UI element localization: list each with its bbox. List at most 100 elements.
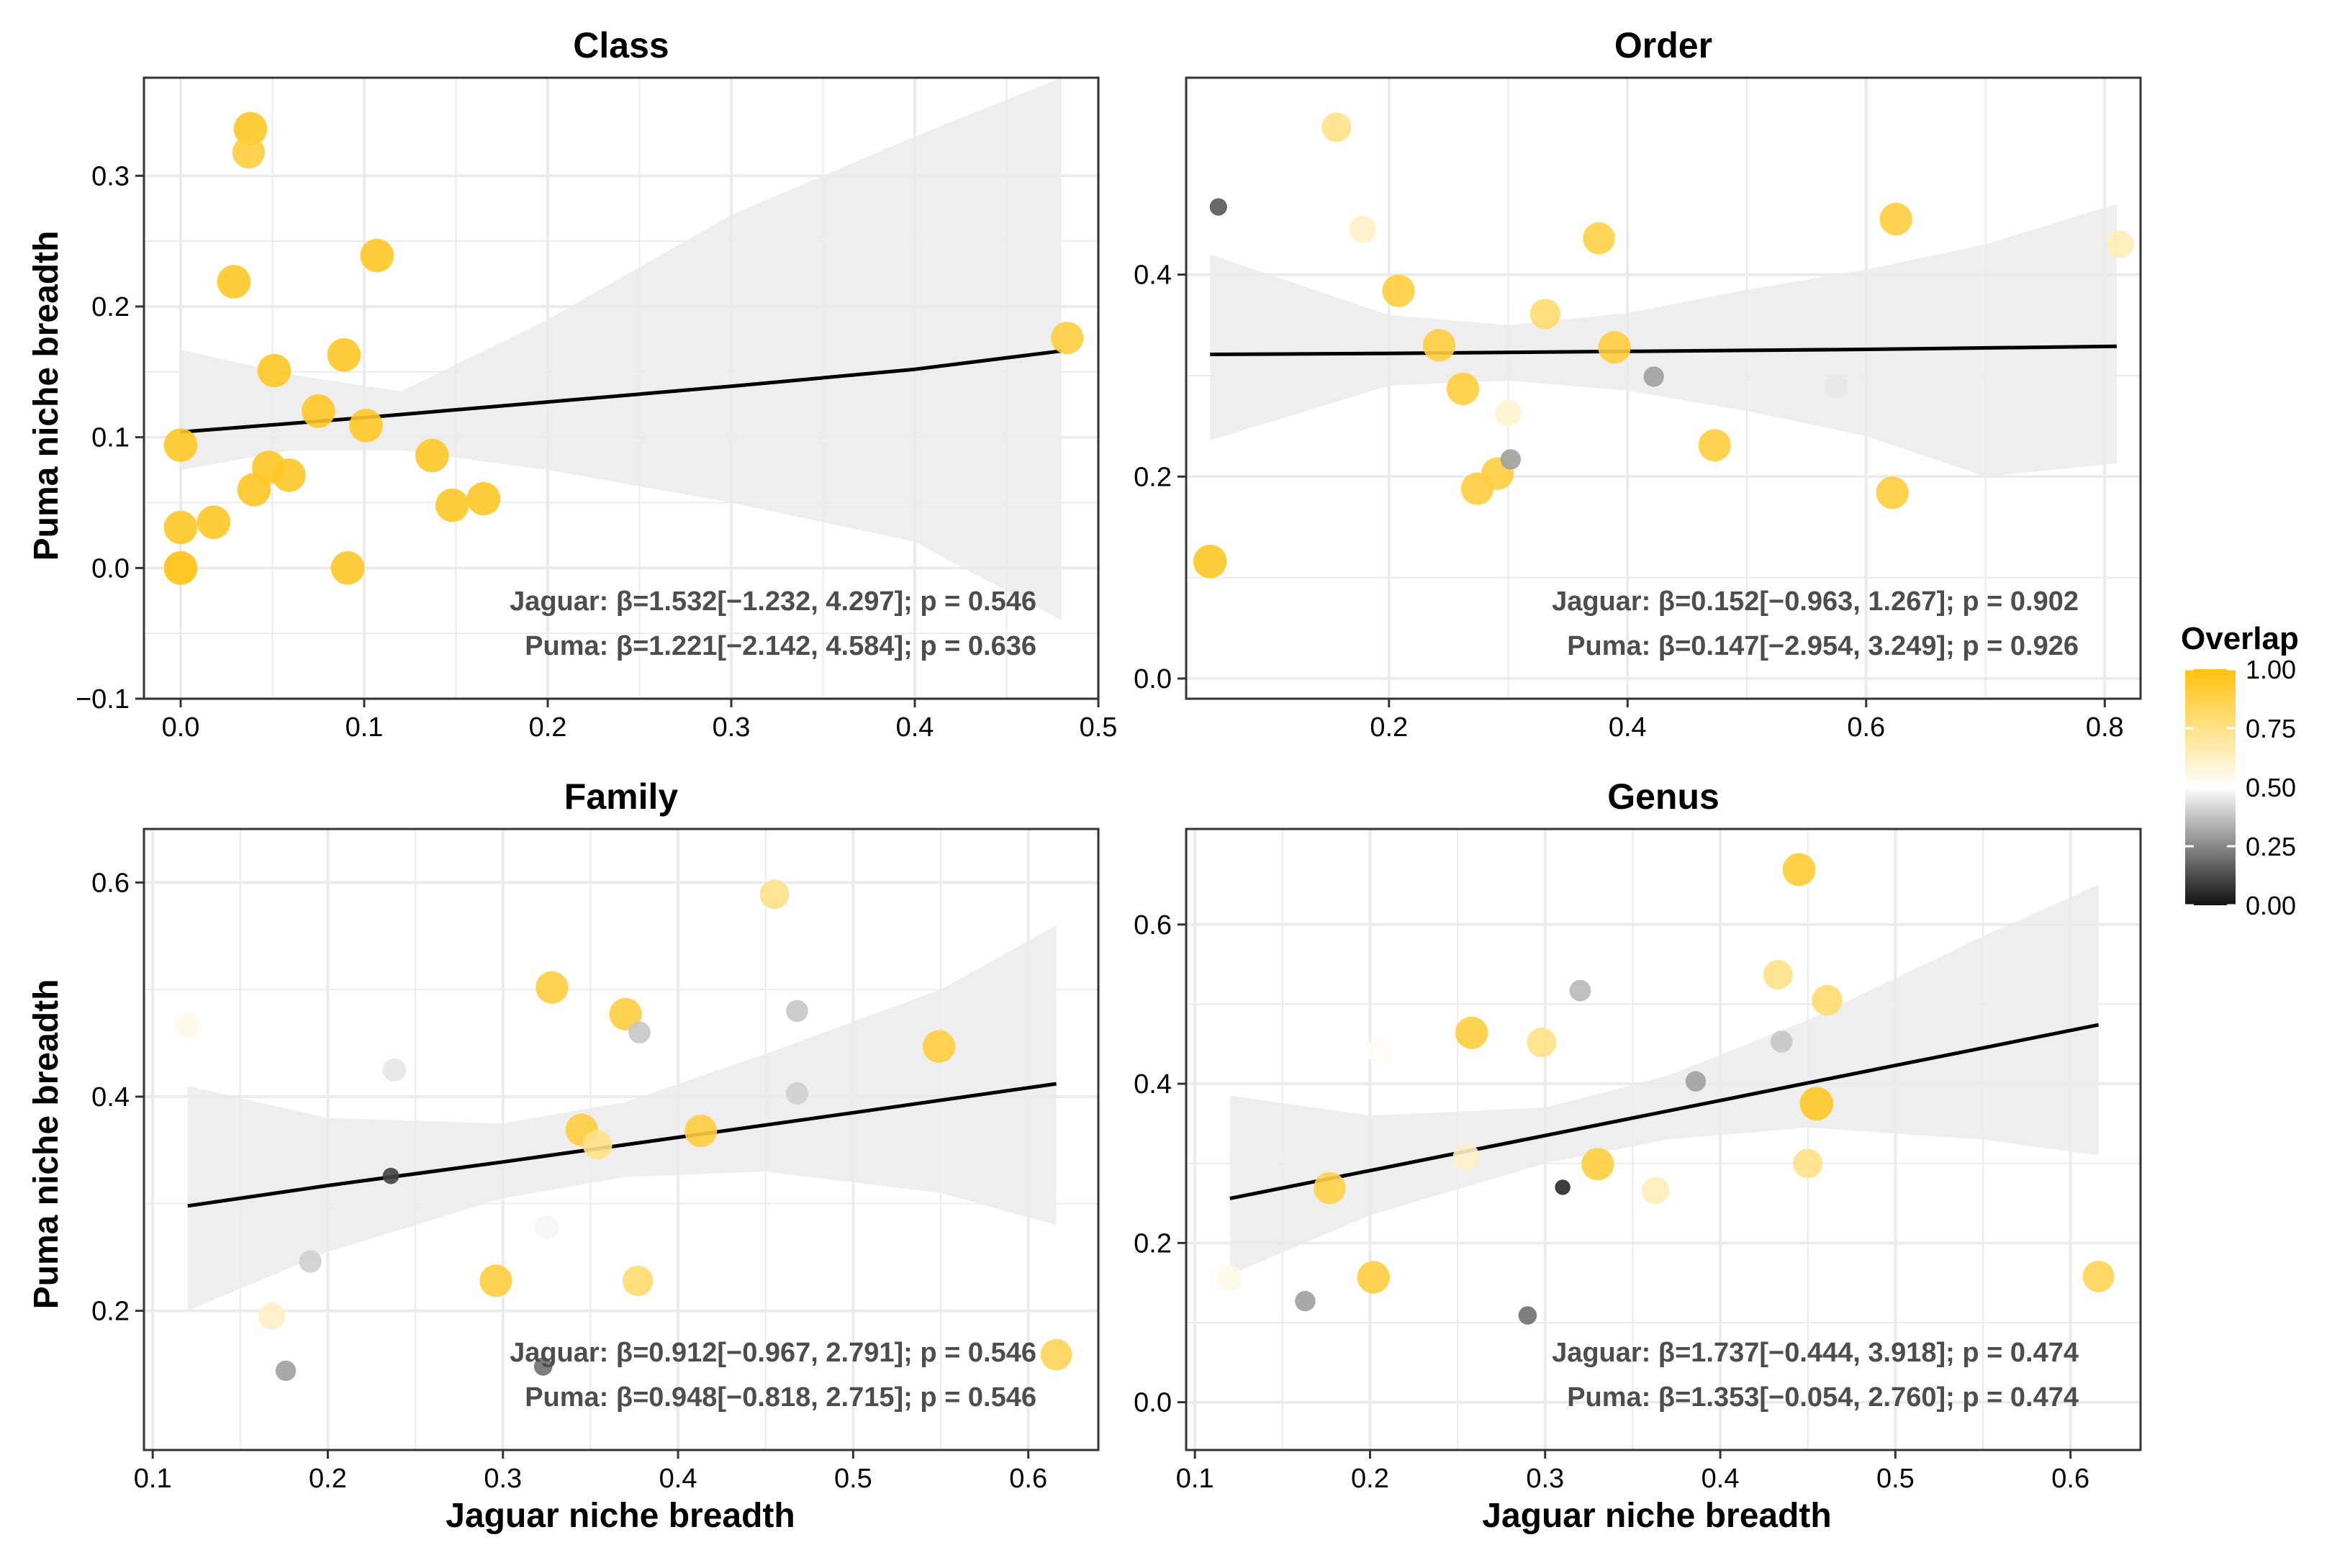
data-point bbox=[466, 481, 501, 516]
data-point bbox=[175, 1012, 201, 1038]
panel-border bbox=[1185, 828, 2142, 1451]
data-point bbox=[1349, 215, 1377, 243]
data-point bbox=[435, 488, 469, 522]
data-point bbox=[1051, 322, 1084, 355]
confidence-ribbon bbox=[1210, 204, 2117, 477]
puma-annotation: Puma: β=0.948[−0.818, 2.715]; p = 0.546 bbox=[525, 1382, 1036, 1413]
y-tick-label: −0.1 bbox=[76, 684, 130, 715]
data-point bbox=[258, 1302, 286, 1330]
data-point bbox=[1879, 202, 1912, 236]
y-tick-label: 0.0 bbox=[1134, 1388, 1172, 1418]
data-point bbox=[534, 1215, 559, 1240]
x-tick-label: 0.4 bbox=[1701, 1464, 1740, 1494]
x-tick-label: 0.6 bbox=[2051, 1464, 2089, 1494]
data-point bbox=[1314, 1172, 1346, 1205]
data-point bbox=[1581, 1148, 1614, 1181]
y-tick-label: 0.1 bbox=[91, 423, 130, 453]
data-point bbox=[1455, 1016, 1488, 1049]
data-point bbox=[1698, 429, 1731, 462]
data-point bbox=[1209, 198, 1227, 216]
panel-title: Order bbox=[1614, 25, 1712, 65]
data-point bbox=[330, 551, 365, 585]
data-point bbox=[299, 1250, 322, 1273]
data-point bbox=[1500, 449, 1521, 470]
panel-order: Jaguar: β=0.152[−0.963, 1.267]; p = 0.90… bbox=[1134, 25, 2142, 743]
data-point bbox=[479, 1264, 512, 1297]
data-point bbox=[628, 1021, 651, 1043]
x-tick-label: 0.1 bbox=[1176, 1464, 1214, 1494]
data-point bbox=[1642, 1177, 1670, 1205]
data-point bbox=[1295, 1290, 1316, 1312]
legend-tick-label: 1.00 bbox=[2246, 655, 2296, 684]
data-point bbox=[1382, 274, 1415, 307]
data-point bbox=[1422, 329, 1455, 362]
x-tick-label: 0.6 bbox=[1009, 1464, 1047, 1494]
y-tick-label: 0.2 bbox=[91, 292, 130, 322]
y-tick-label: 0.2 bbox=[1134, 462, 1172, 492]
y-axis-label-bottom: Puma niche breadth bbox=[27, 979, 65, 1310]
data-point bbox=[1366, 1038, 1391, 1064]
jaguar-annotation: Jaguar: β=0.152[−0.963, 1.267]; p = 0.90… bbox=[1552, 586, 2079, 617]
y-tick-label: 0.0 bbox=[1134, 664, 1172, 694]
y-tick-label: 0.3 bbox=[91, 161, 130, 191]
data-point bbox=[163, 428, 198, 462]
x-axis-label-right: Jaguar niche breadth bbox=[1482, 1497, 1831, 1535]
data-point bbox=[163, 551, 198, 585]
x-tick-label: 0.5 bbox=[1080, 712, 1118, 743]
panel-family: Jaguar: β=0.912[−0.967, 2.791]; p = 0.54… bbox=[91, 776, 1100, 1494]
y-tick-label: 0.6 bbox=[91, 868, 130, 898]
data-point bbox=[759, 879, 790, 910]
confidence-ribbon bbox=[1229, 884, 2099, 1275]
data-point bbox=[1321, 112, 1352, 142]
panels: Jaguar: β=1.532[−1.232, 4.297]; p = 0.54… bbox=[76, 25, 2142, 1494]
y-tick-label: 0.6 bbox=[1134, 910, 1172, 941]
x-tick-label: 0.3 bbox=[1526, 1464, 1564, 1494]
legend-tick-label: 0.75 bbox=[2246, 714, 2296, 743]
overlap-legend: Overlap 1.00 0.75 0.50 0.25 0.00 bbox=[2181, 621, 2299, 920]
data-point bbox=[163, 510, 198, 545]
data-point bbox=[1763, 960, 1793, 989]
data-point bbox=[1495, 399, 1522, 427]
data-point bbox=[1527, 1028, 1557, 1057]
y-tick-label: 0.2 bbox=[1134, 1228, 1172, 1259]
data-point bbox=[302, 394, 335, 428]
data-point bbox=[2082, 1260, 2115, 1292]
data-point bbox=[923, 1030, 956, 1063]
data-point bbox=[535, 971, 569, 1004]
x-axis-label-left: Jaguar niche breadth bbox=[446, 1497, 795, 1535]
x-tick-label: 0.2 bbox=[1351, 1464, 1389, 1494]
data-point bbox=[1583, 222, 1615, 255]
data-point bbox=[1518, 1306, 1537, 1325]
x-tick-label: 0.1 bbox=[134, 1464, 172, 1494]
data-point bbox=[349, 409, 383, 443]
x-tick-label: 0.5 bbox=[834, 1464, 872, 1494]
data-point bbox=[196, 505, 231, 539]
regression-line bbox=[1229, 1023, 2100, 1200]
panel-border bbox=[1185, 76, 2142, 700]
x-tick-label: 0.4 bbox=[659, 1464, 697, 1494]
data-point bbox=[1357, 1261, 1390, 1294]
data-point bbox=[257, 353, 292, 388]
y-tick-label: 0.4 bbox=[91, 1082, 130, 1112]
data-point bbox=[1799, 1087, 1834, 1120]
data-point bbox=[1217, 1265, 1243, 1291]
data-point bbox=[233, 112, 268, 146]
data-point bbox=[1643, 366, 1664, 387]
data-point bbox=[582, 1130, 613, 1160]
puma-annotation: Puma: β=0.147[−2.954, 3.249]; p = 0.926 bbox=[1567, 631, 2079, 661]
data-point bbox=[1812, 984, 1843, 1016]
data-point bbox=[360, 238, 394, 273]
x-tick-label: 0.4 bbox=[896, 712, 934, 743]
data-point bbox=[1598, 331, 1631, 364]
data-point bbox=[1193, 544, 1227, 579]
data-point bbox=[1782, 853, 1816, 887]
data-point bbox=[1529, 299, 1561, 330]
y-tick-label: 0.2 bbox=[91, 1297, 130, 1327]
x-tick-label: 0.6 bbox=[1847, 712, 1885, 743]
data-point bbox=[1793, 1148, 1823, 1179]
x-tick-label: 0.3 bbox=[484, 1464, 522, 1494]
data-point bbox=[327, 337, 361, 372]
y-tick-label: 0.4 bbox=[1134, 1069, 1172, 1100]
legend-tick-label: 0.25 bbox=[2246, 832, 2296, 861]
legend-ticks: 1.00 0.75 0.50 0.25 0.00 bbox=[2185, 655, 2296, 920]
